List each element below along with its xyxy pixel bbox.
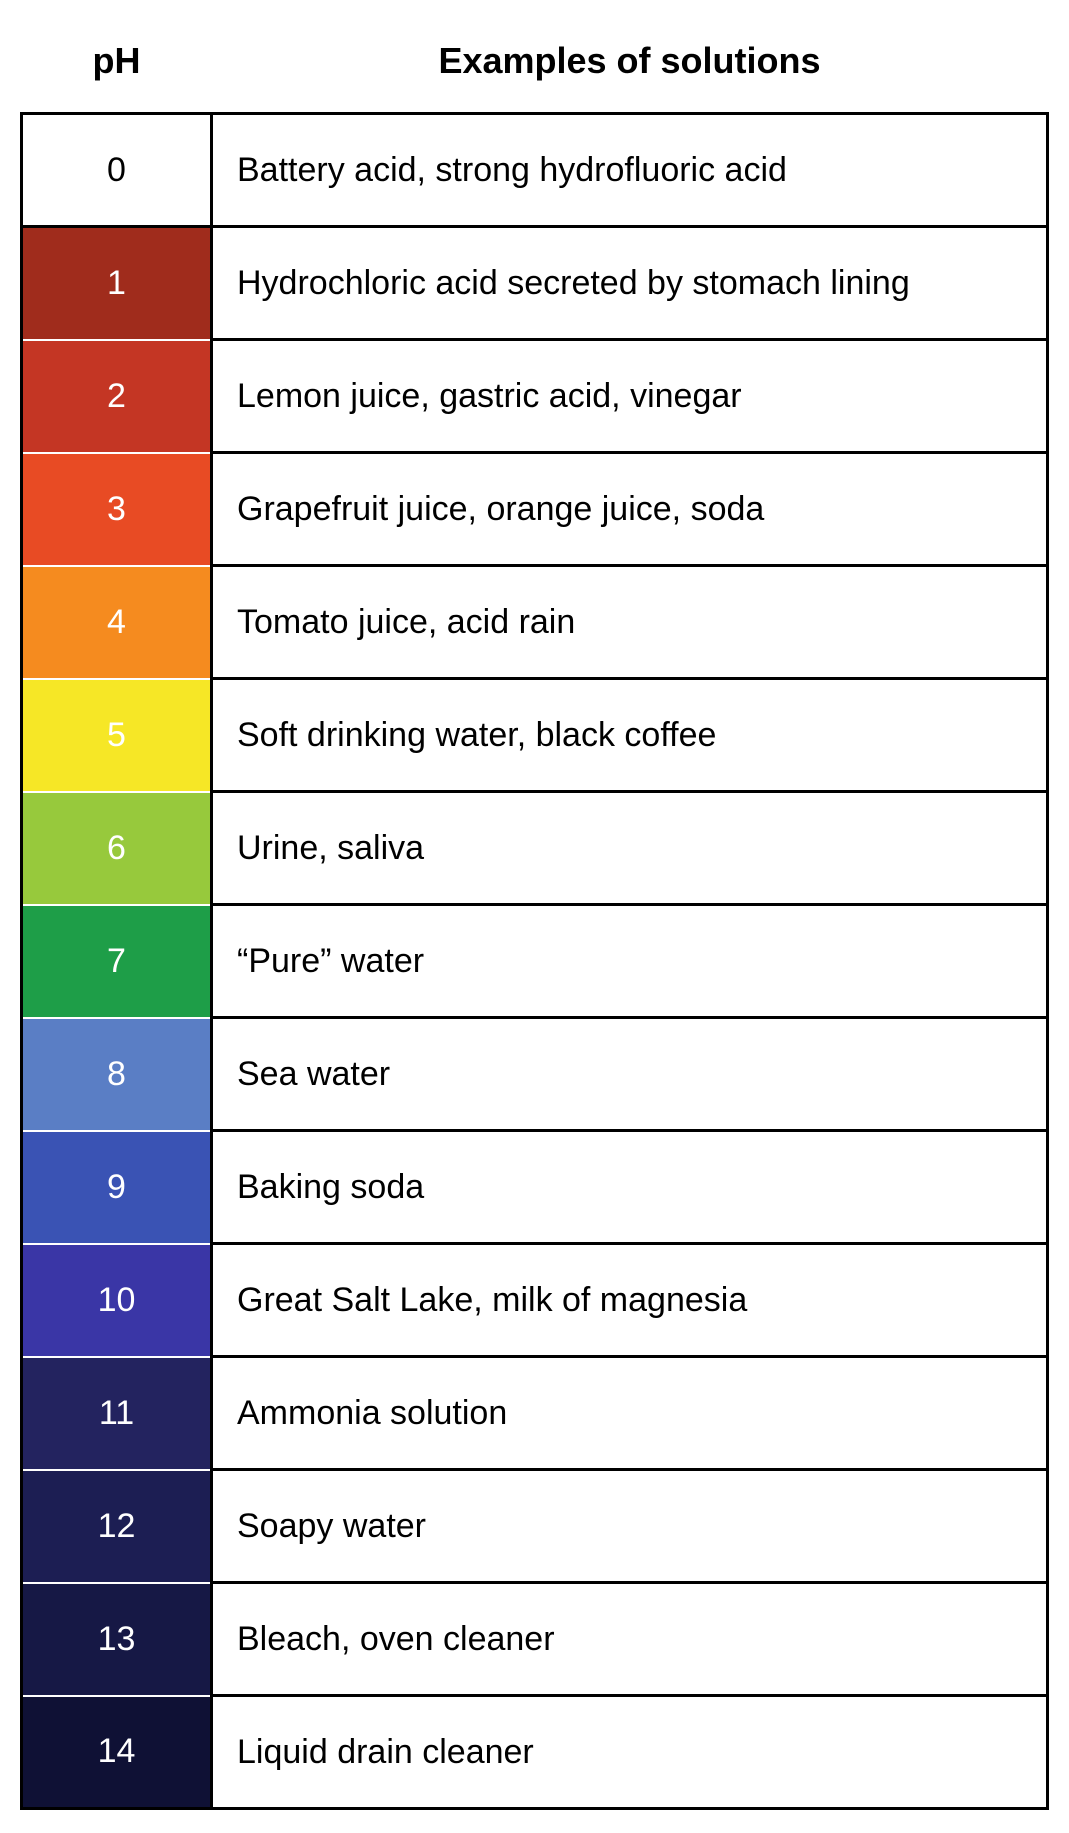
ph-value-label: 1 <box>107 264 126 302</box>
example-label: Soapy water <box>237 1507 426 1545</box>
ph-value-label: 7 <box>107 942 126 980</box>
example-label: “Pure” water <box>237 942 424 980</box>
example-cell: Liquid drain cleaner <box>212 1696 1048 1809</box>
example-label: Tomato juice, acid rain <box>237 603 575 641</box>
ph-value-label: 9 <box>107 1168 126 1206</box>
example-cell: Bleach, oven cleaner <box>212 1583 1048 1696</box>
table-row: 6 Urine, saliva <box>22 792 1048 905</box>
example-cell: Ammonia solution <box>212 1357 1048 1470</box>
ph-scale-table: pH Examples of solutions 0 Battery acid, … <box>20 20 1049 1810</box>
ph-value-cell: 2 <box>22 340 212 453</box>
ph-value-cell: 13 <box>22 1583 212 1696</box>
example-cell: Tomato juice, acid rain <box>212 566 1048 679</box>
ph-value-label: 2 <box>107 377 126 415</box>
example-cell: Battery acid, strong hydrofluoric acid <box>212 114 1048 227</box>
table-row: 4 Tomato juice, acid rain <box>22 566 1048 679</box>
ph-value-label: 12 <box>98 1507 136 1545</box>
ph-value-label: 13 <box>98 1620 136 1658</box>
ph-value-cell: 6 <box>22 792 212 905</box>
table-row: 13 Bleach, oven cleaner <box>22 1583 1048 1696</box>
example-label: Lemon juice, gastric acid, vinegar <box>237 377 742 415</box>
examples-column-header: Examples of solutions <box>212 20 1048 114</box>
example-label: Bleach, oven cleaner <box>237 1620 555 1658</box>
example-cell: Hydrochloric acid secreted by stomach li… <box>212 227 1048 340</box>
ph-column-header: pH <box>22 20 212 114</box>
ph-value-cell: 7 <box>22 905 212 1018</box>
table-row: 7 “Pure” water <box>22 905 1048 1018</box>
example-cell: Urine, saliva <box>212 792 1048 905</box>
example-cell: Soapy water <box>212 1470 1048 1583</box>
example-label: Sea water <box>237 1055 390 1093</box>
table-row: 5 Soft drinking water, black coffee <box>22 679 1048 792</box>
table-row: 11 Ammonia solution <box>22 1357 1048 1470</box>
example-label: Urine, saliva <box>237 829 424 867</box>
example-label: Grapefruit juice, orange juice, soda <box>237 490 764 528</box>
table-row: 0 Battery acid, strong hydrofluoric acid <box>22 114 1048 227</box>
ph-value-cell: 4 <box>22 566 212 679</box>
example-cell: Great Salt Lake, milk of magnesia <box>212 1244 1048 1357</box>
example-cell: Sea water <box>212 1018 1048 1131</box>
table-row: 10 Great Salt Lake, milk of magnesia <box>22 1244 1048 1357</box>
ph-value-cell: 1 <box>22 227 212 340</box>
ph-value-cell: 0 <box>22 114 212 227</box>
ph-value-label: 5 <box>107 716 126 754</box>
ph-value-label: 11 <box>99 1394 134 1432</box>
ph-value-cell: 9 <box>22 1131 212 1244</box>
ph-value-cell: 5 <box>22 679 212 792</box>
example-label: Great Salt Lake, milk of magnesia <box>237 1281 747 1319</box>
ph-value-cell: 8 <box>22 1018 212 1131</box>
ph-value-cell: 14 <box>22 1696 212 1809</box>
example-cell: Lemon juice, gastric acid, vinegar <box>212 340 1048 453</box>
ph-value-cell: 10 <box>22 1244 212 1357</box>
ph-value-label: 0 <box>107 151 126 189</box>
example-cell: Baking soda <box>212 1131 1048 1244</box>
table-row: 12 Soapy water <box>22 1470 1048 1583</box>
ph-value-label: 8 <box>107 1055 126 1093</box>
table-row: 1 Hydrochloric acid secreted by stomach l… <box>22 227 1048 340</box>
example-label: Soft drinking water, black coffee <box>237 716 716 754</box>
example-label: Hydrochloric acid secreted by stomach li… <box>237 264 910 302</box>
ph-value-cell: 12 <box>22 1470 212 1583</box>
example-label: Ammonia solution <box>237 1394 507 1432</box>
ph-value-cell: 11 <box>22 1357 212 1470</box>
ph-value-label: 14 <box>98 1732 136 1770</box>
ph-value-label: 10 <box>98 1281 136 1319</box>
ph-value-cell: 3 <box>22 453 212 566</box>
ph-value-label: 6 <box>107 829 126 867</box>
ph-value-label: 4 <box>107 603 126 641</box>
example-cell: Soft drinking water, black coffee <box>212 679 1048 792</box>
table-row: 2 Lemon juice, gastric acid, vinegar <box>22 340 1048 453</box>
example-label: Liquid drain cleaner <box>237 1733 534 1771</box>
example-label: Baking soda <box>237 1168 424 1206</box>
example-cell: Grapefruit juice, orange juice, soda <box>212 453 1048 566</box>
ph-table-body: 0 Battery acid, strong hydrofluoric acid 1… <box>22 114 1048 1809</box>
table-row: 8 Sea water <box>22 1018 1048 1131</box>
header-row: pH Examples of solutions <box>22 20 1048 114</box>
example-cell: “Pure” water <box>212 905 1048 1018</box>
example-label: Battery acid, strong hydrofluoric acid <box>237 151 787 189</box>
table-row: 9 Baking soda <box>22 1131 1048 1244</box>
table-row: 14 Liquid drain cleaner <box>22 1696 1048 1809</box>
ph-value-label: 3 <box>107 490 126 528</box>
table-row: 3 Grapefruit juice, orange juice, soda <box>22 453 1048 566</box>
